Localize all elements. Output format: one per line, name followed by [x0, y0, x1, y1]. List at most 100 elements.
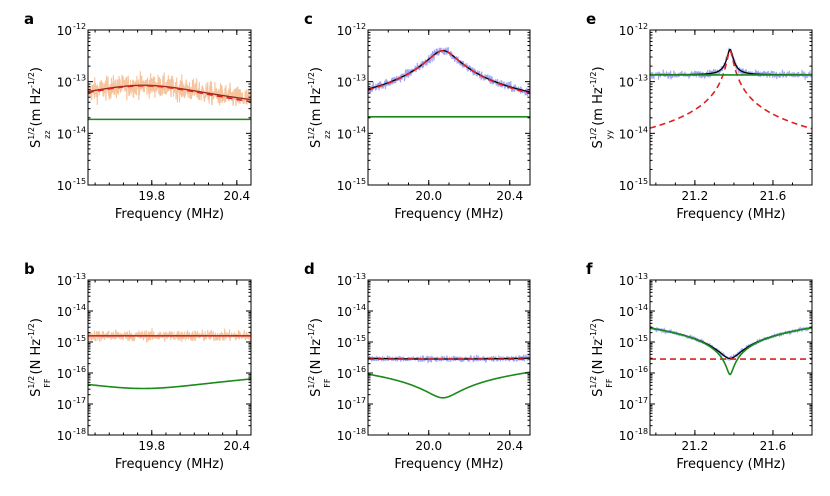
xlabel-f: Frequency (MHz) — [676, 457, 785, 472]
series-d-data — [368, 354, 530, 364]
ytick-label-c: 10 — [337, 179, 352, 193]
series-f-signal — [650, 326, 812, 376]
ytick-label-d: 10 — [337, 274, 352, 288]
series-b-data — [88, 328, 251, 343]
ytick-label-e: 10 — [619, 76, 634, 90]
ytick-exp-a: -15 — [73, 177, 86, 186]
ytick-exp-f: -16 — [635, 365, 648, 374]
ytick-label-f: 10 — [619, 429, 634, 443]
ytick-exp-e: -14 — [635, 125, 648, 134]
axes-frame-a — [87, 29, 252, 186]
ytick-exp-b: -16 — [73, 365, 86, 374]
ytick-exp-b: -17 — [73, 396, 86, 405]
xtick-label-b: 20.4 — [223, 439, 250, 453]
panel-letter-e: e — [586, 10, 596, 28]
ytick-label-f: 10 — [619, 274, 634, 288]
ytick-exp-b: -18 — [73, 427, 86, 436]
ytick-label-b: 10 — [57, 274, 72, 288]
ytick-label-f: 10 — [619, 305, 634, 319]
ytick-label-b: 10 — [57, 398, 72, 412]
ytick-exp-f: -18 — [635, 427, 648, 436]
ytick-exp-d: -15 — [353, 334, 366, 343]
xtick-label-a: 20.4 — [223, 189, 250, 203]
panel-letter-a: a — [24, 10, 34, 28]
ylabel-b: S1/2 FF (N Hz-1/2) — [27, 318, 52, 397]
series-e-signal — [650, 49, 812, 130]
panel-letter-f: f — [586, 260, 593, 278]
xtick-label-d: 20.4 — [496, 439, 523, 453]
xtick-label-e: 21.6 — [760, 189, 787, 203]
xtick-label-e: 21.2 — [682, 189, 709, 203]
ytick-exp-e: -15 — [635, 177, 648, 186]
ytick-label-f: 10 — [619, 336, 634, 350]
xtick-label-f: 21.2 — [682, 439, 709, 453]
ytick-exp-d: -16 — [353, 365, 366, 374]
ytick-label-a: 10 — [57, 179, 72, 193]
ytick-exp-c: -12 — [353, 22, 366, 31]
ytick-exp-d: -18 — [353, 427, 366, 436]
xtick-label-c: 20.0 — [415, 189, 442, 203]
ytick-label-d: 10 — [337, 429, 352, 443]
ylabel-c: S1/2 zz (m Hz-1/2) — [307, 67, 332, 148]
axes-frame-f — [649, 279, 813, 436]
panel-letter-b: b — [24, 260, 35, 278]
axes-frame-e — [649, 29, 813, 186]
xtick-label-b: 19.8 — [138, 439, 165, 453]
ytick-exp-d: -17 — [353, 396, 366, 405]
ytick-label-a: 10 — [57, 76, 72, 90]
ytick-label-e: 10 — [619, 127, 634, 141]
ytick-exp-e: -13 — [635, 74, 648, 83]
ytick-label-e: 10 — [619, 24, 634, 38]
ytick-exp-c: -13 — [353, 74, 366, 83]
ytick-exp-b: -14 — [73, 303, 86, 312]
ytick-label-b: 10 — [57, 336, 72, 350]
xlabel-e: Frequency (MHz) — [676, 207, 785, 222]
series-c-data — [368, 47, 530, 97]
panel-letter-d: d — [304, 260, 315, 278]
ytick-label-f: 10 — [619, 398, 634, 412]
panel-letter-c: c — [304, 10, 313, 28]
ytick-exp-d: -13 — [353, 272, 366, 281]
xlabel-d: Frequency (MHz) — [394, 457, 503, 472]
ytick-label-f: 10 — [619, 367, 634, 381]
series-a-data — [88, 71, 251, 107]
ytick-label-d: 10 — [337, 336, 352, 350]
xtick-label-a: 19.8 — [138, 189, 165, 203]
series-f-data — [650, 324, 812, 362]
ytick-label-c: 10 — [337, 76, 352, 90]
ylabel-a: S1/2 zz (m Hz-1/2) — [27, 67, 52, 148]
ytick-exp-f: -14 — [635, 303, 648, 312]
ytick-label-a: 10 — [57, 24, 72, 38]
ytick-label-d: 10 — [337, 367, 352, 381]
ylabel-f: S1/2 FF (N Hz-1/2) — [589, 318, 614, 397]
ytick-exp-a: -12 — [73, 22, 86, 31]
ytick-label-b: 10 — [57, 429, 72, 443]
ylabel-d: S1/2 FF (N Hz-1/2) — [307, 318, 332, 397]
ytick-label-c: 10 — [337, 127, 352, 141]
ytick-exp-a: -14 — [73, 125, 86, 134]
series-b-signal — [88, 378, 251, 390]
ytick-exp-c: -15 — [353, 177, 366, 186]
xtick-label-c: 20.4 — [496, 189, 523, 203]
ytick-exp-d: -14 — [353, 303, 366, 312]
axes-frame-b — [87, 279, 252, 436]
ytick-exp-c: -14 — [353, 125, 366, 134]
series-d-signal — [368, 371, 530, 399]
ytick-label-d: 10 — [337, 305, 352, 319]
xlabel-b: Frequency (MHz) — [115, 457, 224, 472]
ylabel-e: S1/2 yy (m Hz-1/2) — [589, 66, 614, 148]
ytick-label-b: 10 — [57, 305, 72, 319]
xtick-label-d: 20.0 — [415, 439, 442, 453]
ytick-exp-f: -13 — [635, 272, 648, 281]
ytick-exp-b: -13 — [73, 272, 86, 281]
ytick-label-c: 10 — [337, 24, 352, 38]
ytick-label-d: 10 — [337, 398, 352, 412]
ytick-exp-b: -15 — [73, 334, 86, 343]
ytick-exp-f: -15 — [635, 334, 648, 343]
